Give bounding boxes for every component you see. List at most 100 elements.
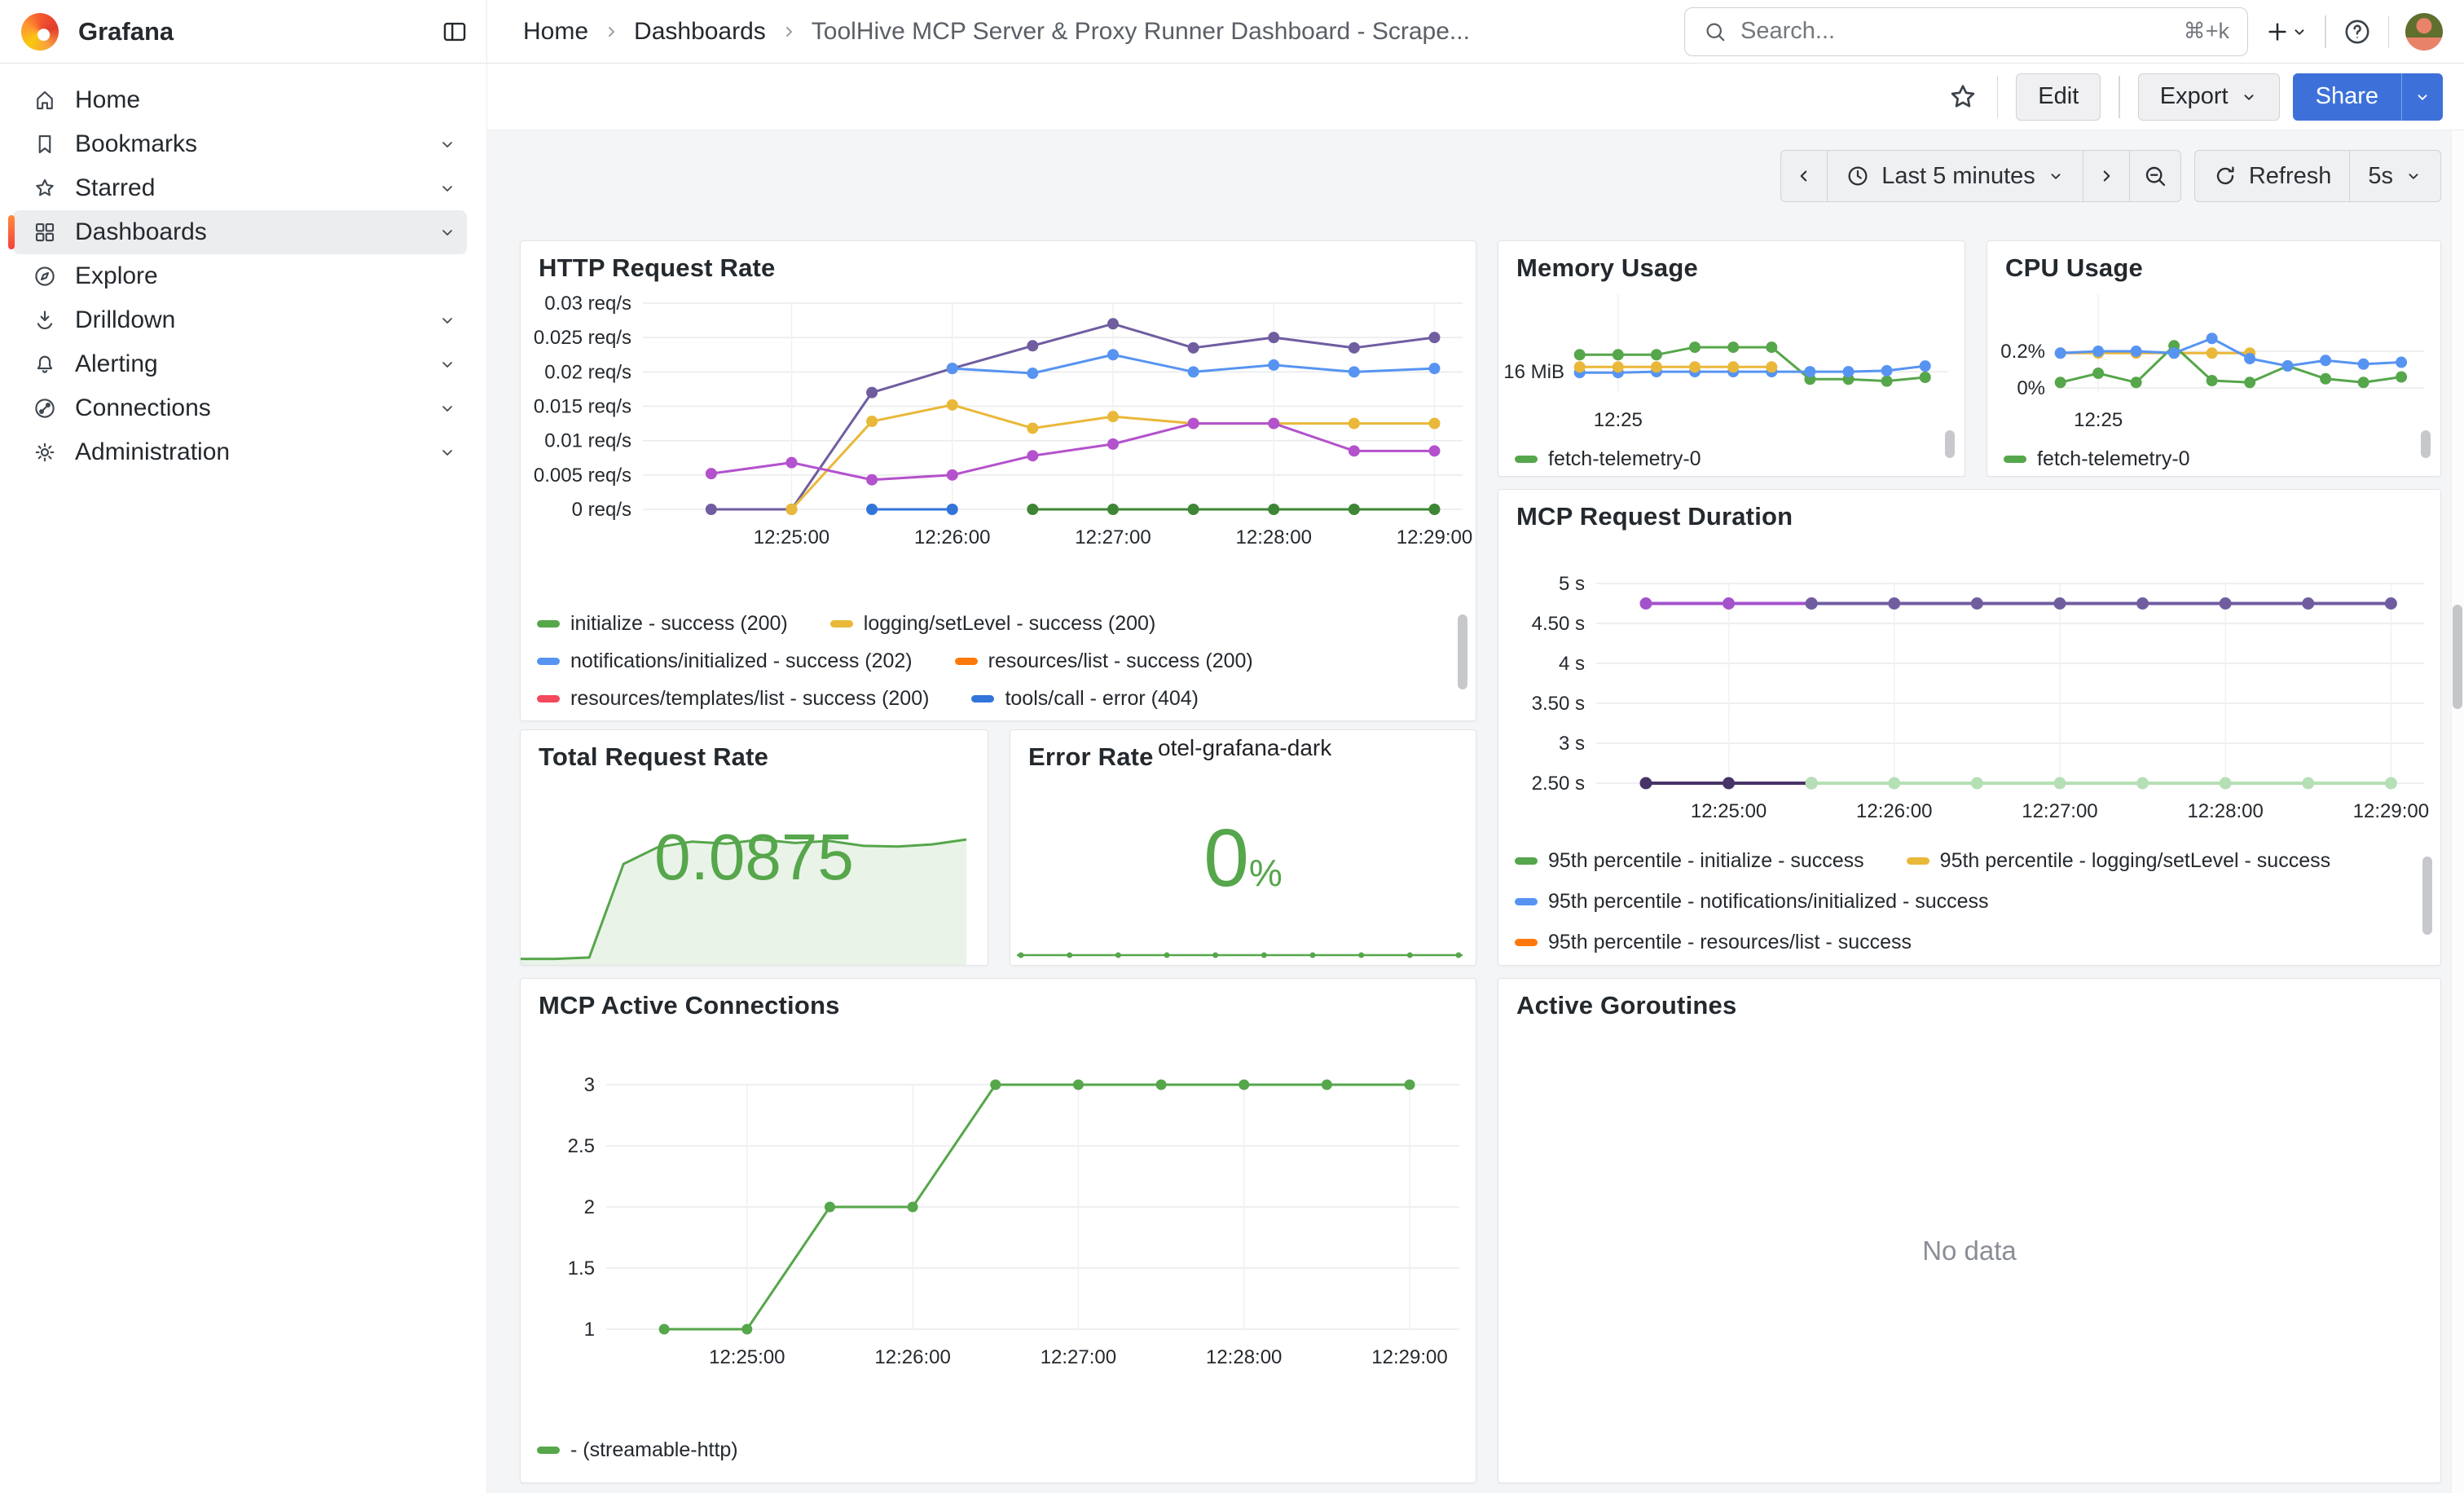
panel-mcp-request-duration: MCP Request Duration 5 s 4.50 s 4 s 3.50 s 3… — [1498, 489, 2441, 966]
legend-item[interactable]: initialize - success (200) — [537, 612, 788, 636]
panel-title[interactable]: Active Goroutines — [1516, 991, 1737, 1020]
mcp-request-duration-legend: 95th percentile - initialize - success 95… — [1515, 840, 2416, 965]
time-shift-forward-button[interactable] — [2082, 151, 2129, 201]
panel-title[interactable]: MCP Request Duration — [1516, 502, 1793, 531]
panel-title[interactable]: Total Request Rate — [539, 742, 769, 771]
legend-item[interactable]: 95th percentile - initialize - success — [1515, 849, 1864, 873]
sidebar-item-drilldown[interactable]: Drilldown — [13, 298, 467, 342]
error-rate-sparkline[interactable] — [1017, 942, 1463, 962]
legend-swatch — [537, 657, 560, 665]
mcp_request_duration-chart-svg: 5 s 4.50 s 4 s 3.50 s 3 s 2.50 s 12:25:00 12:26… — [1532, 573, 2429, 822]
svg-text:12:25: 12:25 — [1594, 409, 1643, 431]
legend-item[interactable]: logging/setLevel - success (200) — [829, 611, 1156, 636]
legend-scrollbar[interactable] — [2421, 430, 2431, 458]
legend-swatch — [1515, 857, 1538, 865]
refresh-icon — [2216, 166, 2234, 185]
legend-label: logging/setLevel - success (200) — [863, 611, 1156, 635]
svg-text:12:29:00: 12:29:00 — [1397, 526, 1472, 548]
sidebar-item-connections[interactable]: Connections — [13, 386, 467, 430]
share-button[interactable]: Share — [2292, 73, 2401, 121]
svg-text:12:28:00: 12:28:00 — [1236, 526, 1312, 548]
add-new-button[interactable] — [2264, 19, 2308, 45]
legend-item[interactable]: fetch-telemetry-0 — [1515, 447, 1701, 471]
time-shift-back-button[interactable] — [1781, 151, 1827, 201]
breadcrumb-item[interactable]: Dashboards — [634, 17, 766, 45]
refresh-interval-picker[interactable]: 5s — [2349, 151, 2440, 201]
help-button[interactable] — [2343, 17, 2372, 46]
svg-text:3: 3 — [584, 1074, 595, 1096]
svg-text:5 s: 5 s — [1559, 573, 1585, 595]
panel-active-goroutines: Active Goroutines No data — [1498, 978, 2441, 1483]
user-avatar[interactable] — [2405, 12, 2443, 51]
chevron-right-icon — [779, 22, 799, 42]
search-input[interactable]: Search... ⌘+k — [1684, 7, 2248, 56]
mcp-request-duration-chart[interactable]: 5 s 4.50 s 4 s 3.50 s 3 s 2.50 s 12:25:00 12:26… — [1498, 531, 2440, 873]
sidebar-item-explore[interactable]: Explore — [13, 254, 467, 298]
legend-item[interactable]: 95th percentile - resources/list - succe… — [1515, 931, 1912, 954]
compass-icon — [35, 266, 55, 286]
bell-icon — [37, 355, 53, 373]
breadcrumb-item[interactable]: Home — [523, 17, 589, 45]
svg-text:3.50 s: 3.50 s — [1532, 693, 1585, 715]
sidebar-item-administration[interactable]: Administration — [13, 430, 467, 474]
total-request-rate-sparkline[interactable] — [521, 822, 967, 965]
page-scrollbar-thumb[interactable] — [2453, 605, 2462, 709]
legend-swatch — [537, 694, 560, 702]
legend-scrollbar[interactable] — [1945, 430, 1955, 458]
bookmark-icon — [38, 134, 51, 154]
sidebar-item-bookmarks[interactable]: Bookmarks — [13, 122, 467, 166]
sidebar-item-alerting[interactable]: Alerting — [13, 342, 467, 386]
sidebar-toggle-button[interactable] — [441, 18, 469, 46]
panel-title[interactable]: Memory Usage — [1516, 253, 1698, 282]
panel-title[interactable]: MCP Active Connections — [539, 991, 840, 1020]
memory-usage-chart[interactable]: 16 MiB 12:25 — [1498, 274, 1965, 431]
legend-scrollbar[interactable] — [1458, 614, 1467, 689]
chevron-down-icon — [2295, 29, 2304, 35]
sidebar-item-dashboards[interactable]: Dashboards — [8, 210, 467, 254]
sidebar-item-home[interactable]: Home — [13, 78, 467, 122]
edit-button[interactable]: Edit — [2016, 73, 2101, 121]
panel-title[interactable]: Error Rate — [1028, 742, 1154, 771]
header-actions: Search... ⌘+k — [1684, 7, 2464, 56]
mcp-active-connections-chart[interactable]: 3 2.5 2 1.5 1 12:25:00 12:26:00 12:27:00 12:28:0… — [521, 1024, 1476, 1431]
legend-item[interactable]: tools/call - error (404) — [971, 687, 1199, 711]
legend-item[interactable]: resources/templates/list - success (200) — [537, 687, 929, 711]
sidebar-item-label: Starred — [75, 174, 156, 201]
apps-icon — [35, 222, 55, 242]
chevron-down-icon — [442, 318, 452, 324]
panel-cpu-usage: CPU Usage 0.2% 0% 12:25 fetch-telemetry-0 — [1987, 240, 2441, 477]
zoom-out-button[interactable] — [2128, 151, 2180, 201]
svg-text:12:27:00: 12:27:00 — [2022, 800, 2097, 822]
panel-title[interactable]: HTTP Request Rate — [539, 253, 776, 282]
legend-item[interactable]: fetch-telemetry-0 — [2004, 447, 2190, 471]
error-rate-value: 0% — [1203, 813, 1283, 904]
legend-item[interactable]: resources/list - success (200) — [954, 650, 1253, 673]
legend-scrollbar[interactable] — [2422, 857, 2432, 935]
share-button-group: Share — [2292, 73, 2443, 121]
legend-item[interactable]: notifications/initialized - success (202… — [537, 650, 913, 673]
export-button[interactable]: Export — [2137, 73, 2280, 121]
http-request-rate-chart[interactable]: 0 req/s 0.005 req/s 0.01 req/s 0.015 req/s 0… — [521, 279, 1476, 613]
app-header: Grafana Home Dashboards ToolHive MCP Serve… — [0, 0, 2464, 64]
breadcrumb-item[interactable]: ToolHive MCP Server & Proxy Runner Dashb… — [811, 17, 1470, 45]
legend-swatch — [537, 619, 560, 628]
legend-item[interactable]: 95th percentile - logging/setLevel - suc… — [1906, 848, 2331, 873]
svg-text:12:25:00: 12:25:00 — [754, 526, 829, 548]
cpu-usage-legend: fetch-telemetry-0 — [2004, 442, 2416, 476]
legend-label: tools/call - error (404) — [1005, 686, 1199, 710]
legend-item[interactable]: - (streamable-http) — [537, 1438, 738, 1462]
sidebar-item-starred[interactable]: Starred — [13, 166, 467, 210]
legend-label: 95th percentile - logging/setLevel - suc… — [1939, 848, 2331, 872]
cpu-usage-chart[interactable]: 0.2% 0% 12:25 — [1987, 274, 2440, 431]
panel-title[interactable]: CPU Usage — [2005, 253, 2143, 282]
time-range-picker[interactable]: Last 5 minutes — [1827, 151, 2083, 201]
share-menu-button[interactable] — [2401, 73, 2443, 121]
page-scrollbar-track[interactable] — [2451, 130, 2464, 1493]
mcp_active_connections-chart-svg: 3 2.5 2 1.5 1 12:25:00 12:26:00 12:27:00 12:28:0… — [568, 1074, 1459, 1368]
favorite-star-button[interactable] — [1947, 81, 1979, 113]
refresh-button[interactable]: Refresh — [2195, 151, 2350, 201]
sidebar-item-label: Bookmarks — [75, 130, 198, 157]
legend-label: resources/templates/list - success (200) — [570, 686, 930, 710]
svg-text:1: 1 — [584, 1319, 595, 1341]
legend-item[interactable]: 95th percentile - notifications/initiali… — [1515, 890, 1989, 914]
